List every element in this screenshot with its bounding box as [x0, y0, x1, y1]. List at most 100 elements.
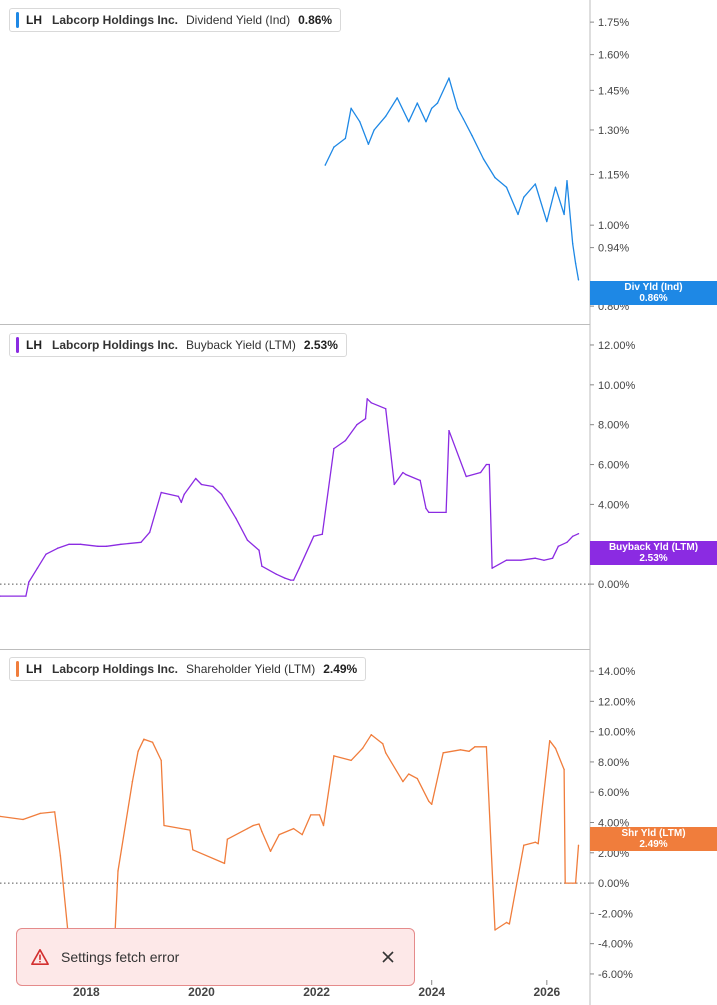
data-point — [554, 186, 557, 189]
data-point — [436, 102, 439, 104]
metric-label: Dividend Yield (Ind) — [186, 13, 291, 27]
data-point — [53, 811, 56, 813]
data-point — [405, 473, 407, 476]
data-point — [269, 850, 272, 852]
data-point — [117, 870, 119, 872]
metric-label: Shareholder Yield (LTM) — [186, 662, 316, 676]
data-point — [494, 176, 496, 179]
data-point — [105, 545, 108, 547]
close-button[interactable] — [378, 947, 398, 967]
data-point — [566, 541, 568, 543]
data-point — [407, 773, 410, 775]
data-point — [505, 186, 508, 189]
data-point — [563, 768, 565, 771]
company-label: Labcorp Holdings Inc. — [52, 338, 179, 352]
data-point — [261, 830, 263, 833]
metric-value: 2.49% — [323, 662, 358, 676]
data-point — [344, 439, 347, 442]
data-point — [508, 923, 511, 925]
data-point — [333, 447, 335, 450]
legend-buyback-yield[interactable]: LH Labcorp Holdings Inc. Buyback Yield (… — [9, 333, 347, 357]
data-point — [465, 475, 467, 478]
error-toast: Settings fetch error — [16, 928, 415, 986]
data-point — [459, 749, 462, 751]
data-point — [143, 738, 145, 740]
data-point — [25, 595, 27, 597]
data-point — [482, 158, 485, 160]
data-point — [36, 567, 39, 569]
current-value-tag-dividend: Div Yld (Ind) 0.86% — [590, 281, 717, 305]
data-point — [442, 752, 444, 754]
data-point — [79, 543, 82, 545]
y-tick-label: 6.00% — [598, 787, 629, 799]
data-point — [574, 882, 577, 884]
data-point — [491, 567, 493, 569]
data-point — [416, 102, 419, 104]
data-point — [45, 553, 47, 555]
data-point — [200, 483, 203, 486]
data-point — [523, 196, 525, 198]
data-point — [22, 818, 24, 821]
y-tick-label: 12.00% — [598, 340, 636, 352]
data-point — [428, 511, 430, 514]
data-point — [151, 741, 154, 743]
data-point — [448, 429, 450, 432]
y-tick-label: 0.00% — [598, 579, 629, 591]
data-point — [534, 557, 537, 559]
y-tick-label: 8.00% — [598, 420, 629, 432]
data-point — [275, 573, 277, 575]
data-point — [183, 493, 185, 496]
data-point — [523, 844, 525, 846]
series-color-swatch — [16, 661, 19, 677]
data-point — [68, 543, 70, 545]
data-point — [382, 743, 384, 745]
data-point — [292, 827, 295, 830]
data-point — [485, 463, 488, 466]
tag-label: Shr Yld (LTM) — [621, 828, 686, 839]
data-point — [322, 824, 325, 827]
y-tick-label: 1.15% — [598, 169, 629, 181]
data-point — [384, 408, 387, 410]
data-point — [0, 815, 1, 818]
legend-dividend-yield[interactable]: LH Labcorp Holdings Inc. Dividend Yield … — [9, 8, 342, 32]
data-point — [416, 777, 419, 780]
data-point — [361, 747, 364, 749]
data-point — [557, 545, 560, 547]
data-point — [177, 495, 180, 498]
x-tick-label: 2024 — [418, 985, 445, 999]
data-point — [301, 833, 303, 836]
company-label: Labcorp Holdings Inc. — [52, 13, 179, 27]
data-point — [223, 862, 226, 865]
company-label: Labcorp Holdings Inc. — [52, 662, 179, 676]
data-point — [284, 577, 286, 579]
data-point — [577, 844, 580, 847]
y-tick-label: 1.45% — [598, 85, 629, 97]
data-point — [534, 183, 537, 185]
data-point — [577, 279, 580, 281]
data-point — [534, 841, 537, 843]
data-point — [370, 402, 372, 404]
data-point — [543, 559, 545, 561]
data-point — [261, 565, 263, 567]
data-point — [321, 533, 324, 536]
series-line — [324, 77, 580, 281]
data-point — [407, 120, 410, 123]
data-point — [0, 595, 1, 597]
data-point — [359, 120, 361, 123]
data-point — [554, 747, 557, 749]
y-tick-label: -4.00% — [598, 939, 633, 951]
data-point — [160, 491, 162, 494]
data-point — [318, 814, 321, 816]
data-point — [563, 213, 565, 216]
data-point — [431, 803, 433, 806]
data-point — [370, 733, 372, 736]
data-point — [419, 479, 421, 482]
y-tick-label: 6.00% — [598, 460, 629, 472]
data-point — [445, 511, 447, 514]
series-color-swatch — [16, 12, 19, 28]
data-point — [431, 107, 433, 110]
x-tick-label: 2022 — [303, 985, 330, 999]
legend-shareholder-yield[interactable]: LH Labcorp Holdings Inc. Shareholder Yie… — [9, 657, 367, 681]
data-point — [393, 483, 395, 486]
data-point — [425, 507, 427, 510]
